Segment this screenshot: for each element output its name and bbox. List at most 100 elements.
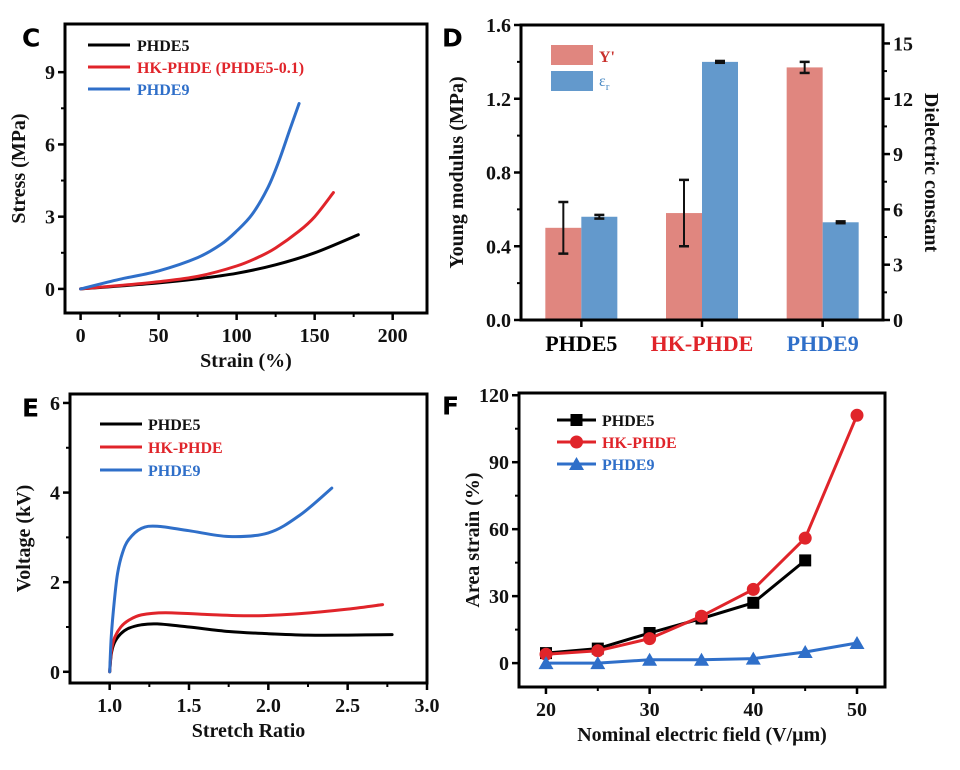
data-point [797, 645, 813, 658]
y-tick-label: 90 [489, 452, 509, 474]
legend-label: PHDE5 [602, 413, 654, 430]
x-axis-title: Nominal electric field (V/μm) [577, 724, 827, 746]
y2-tick-label: 15 [893, 33, 913, 55]
x-axis-title: Stretch Ratio [192, 720, 306, 742]
legend-label: PHDE9 [148, 463, 200, 480]
data-point [746, 582, 760, 596]
legend-label-sub: r [606, 81, 610, 93]
legend-label: Y' [599, 49, 615, 66]
data-point [695, 609, 708, 623]
y-tick-label: 0.0 [486, 310, 511, 332]
y-tick-label: 0 [50, 662, 60, 684]
legend-marker [570, 435, 583, 449]
legend-label: PHDE9 [137, 82, 189, 99]
data-point [694, 652, 709, 666]
panel-label: C [22, 23, 40, 52]
series-line-phde9 [108, 486, 334, 674]
legend-swatch [551, 71, 593, 91]
y-tick-label: 9 [45, 62, 55, 84]
panel-c: C 0 3 6 9 0 50 100 150 200 Strain (%) Stress (MPa) P… [8, 22, 429, 372]
panel-e: E 0 2 4 6 1.0 1.5 2.0 2.5 3.0 Stretch Ratio Voltage… [13, 392, 440, 742]
x-axis-title: Strain (%) [200, 350, 292, 372]
y-tick-label: 1.2 [486, 89, 511, 111]
legend-swatch [551, 45, 593, 65]
x-tick-label: 40 [743, 699, 763, 721]
category-label: HK-PHDE [651, 331, 754, 356]
y-tick-label: 3 [45, 207, 55, 229]
y-tick-label: 1.6 [486, 15, 511, 37]
data-point [642, 652, 658, 666]
y-tick-label: 6 [50, 393, 60, 415]
data-point [849, 636, 865, 649]
panel-f: F 0 30 60 90 120 20 30 40 50 Nominal electric fiel… [442, 385, 887, 746]
bar-dielectric-constant [822, 222, 859, 320]
x-tick-label: 150 [300, 325, 330, 347]
plot-frame [519, 23, 885, 322]
data-point [643, 632, 657, 646]
series-line-phde5 [544, 558, 807, 655]
y-tick-label: 120 [479, 385, 509, 407]
bar-dielectric-constant [581, 216, 618, 320]
data-point [799, 554, 812, 567]
y-tick-label: 0 [45, 279, 55, 301]
y-tick-label: 60 [489, 519, 509, 541]
series-line-phde9 [79, 102, 301, 291]
data-point [591, 644, 605, 658]
y-tick-label: 4 [50, 483, 60, 505]
y-axis-title: Voltage (kV) [13, 485, 35, 593]
legend-marker [569, 457, 584, 470]
y-axis-title: Stress (MPa) [8, 113, 30, 223]
panel-label: F [442, 391, 459, 420]
x-tick-label: 30 [640, 699, 660, 721]
data-point [538, 656, 554, 670]
category-label: PHDE5 [545, 331, 617, 356]
plot-frame [517, 391, 887, 689]
legend-marker [570, 414, 583, 426]
plot-frame [63, 22, 429, 315]
legend-label: HK-PHDE (PHDE5-0.1) [137, 60, 304, 77]
data-point [539, 647, 553, 661]
y-tick-label: 0.4 [486, 236, 511, 258]
data-point [850, 408, 864, 422]
y2-tick-label: 3 [893, 255, 903, 277]
panel-d: D 0.0 0.4 0.8 1.2 1.6 PHDE5 HK-PHDE PHDE9 0 3 6 9 12 1… [442, 15, 942, 356]
legend-label: HK-PHDE [602, 435, 677, 452]
category-label: PHDE9 [787, 331, 859, 356]
bar-dielectric-constant [702, 61, 738, 320]
y-tick-label: 0 [499, 653, 509, 675]
y2-tick-label: 12 [893, 89, 913, 111]
y2-tick-label: 0 [893, 310, 903, 332]
series-line-phde5 [108, 622, 394, 674]
data-point [745, 651, 761, 665]
x-tick-label: 200 [378, 325, 408, 347]
legend-label: PHDE5 [137, 38, 189, 55]
x-tick-label: 50 [847, 699, 867, 721]
y2-axis-title: Dielectric constant [920, 93, 942, 253]
y-axis-title: Young modulus (MPa) [446, 76, 468, 268]
y-tick-label: 0.8 [486, 163, 511, 185]
y-tick-label: 2 [50, 572, 60, 594]
x-tick-label: 1.0 [97, 695, 122, 717]
x-tick-label: 20 [536, 699, 556, 721]
data-point [747, 596, 760, 609]
series-line-hk-phde-phde5-0-1- [79, 191, 335, 291]
bar-young-modulus [786, 67, 823, 320]
series-line-hk-phde [108, 603, 385, 674]
y-tick-label: 6 [45, 134, 55, 156]
data-point [798, 531, 812, 545]
legend-label: HK-PHDE [148, 440, 223, 457]
y2-tick-label: 9 [893, 144, 903, 166]
legend-label: PHDE9 [602, 457, 654, 474]
data-point [590, 656, 606, 670]
y-tick-label: 30 [489, 586, 509, 608]
legend-label: εr [599, 73, 610, 93]
series-line-phde5 [79, 233, 360, 291]
x-tick-label: 1.5 [177, 695, 202, 717]
x-tick-label: 2.0 [256, 695, 281, 717]
panel-label: E [22, 393, 39, 422]
plot-frame [68, 392, 429, 685]
x-tick-label: 0 [76, 325, 86, 347]
y2-tick-label: 6 [893, 199, 903, 221]
y-axis-title: Area strain (%) [462, 472, 484, 607]
